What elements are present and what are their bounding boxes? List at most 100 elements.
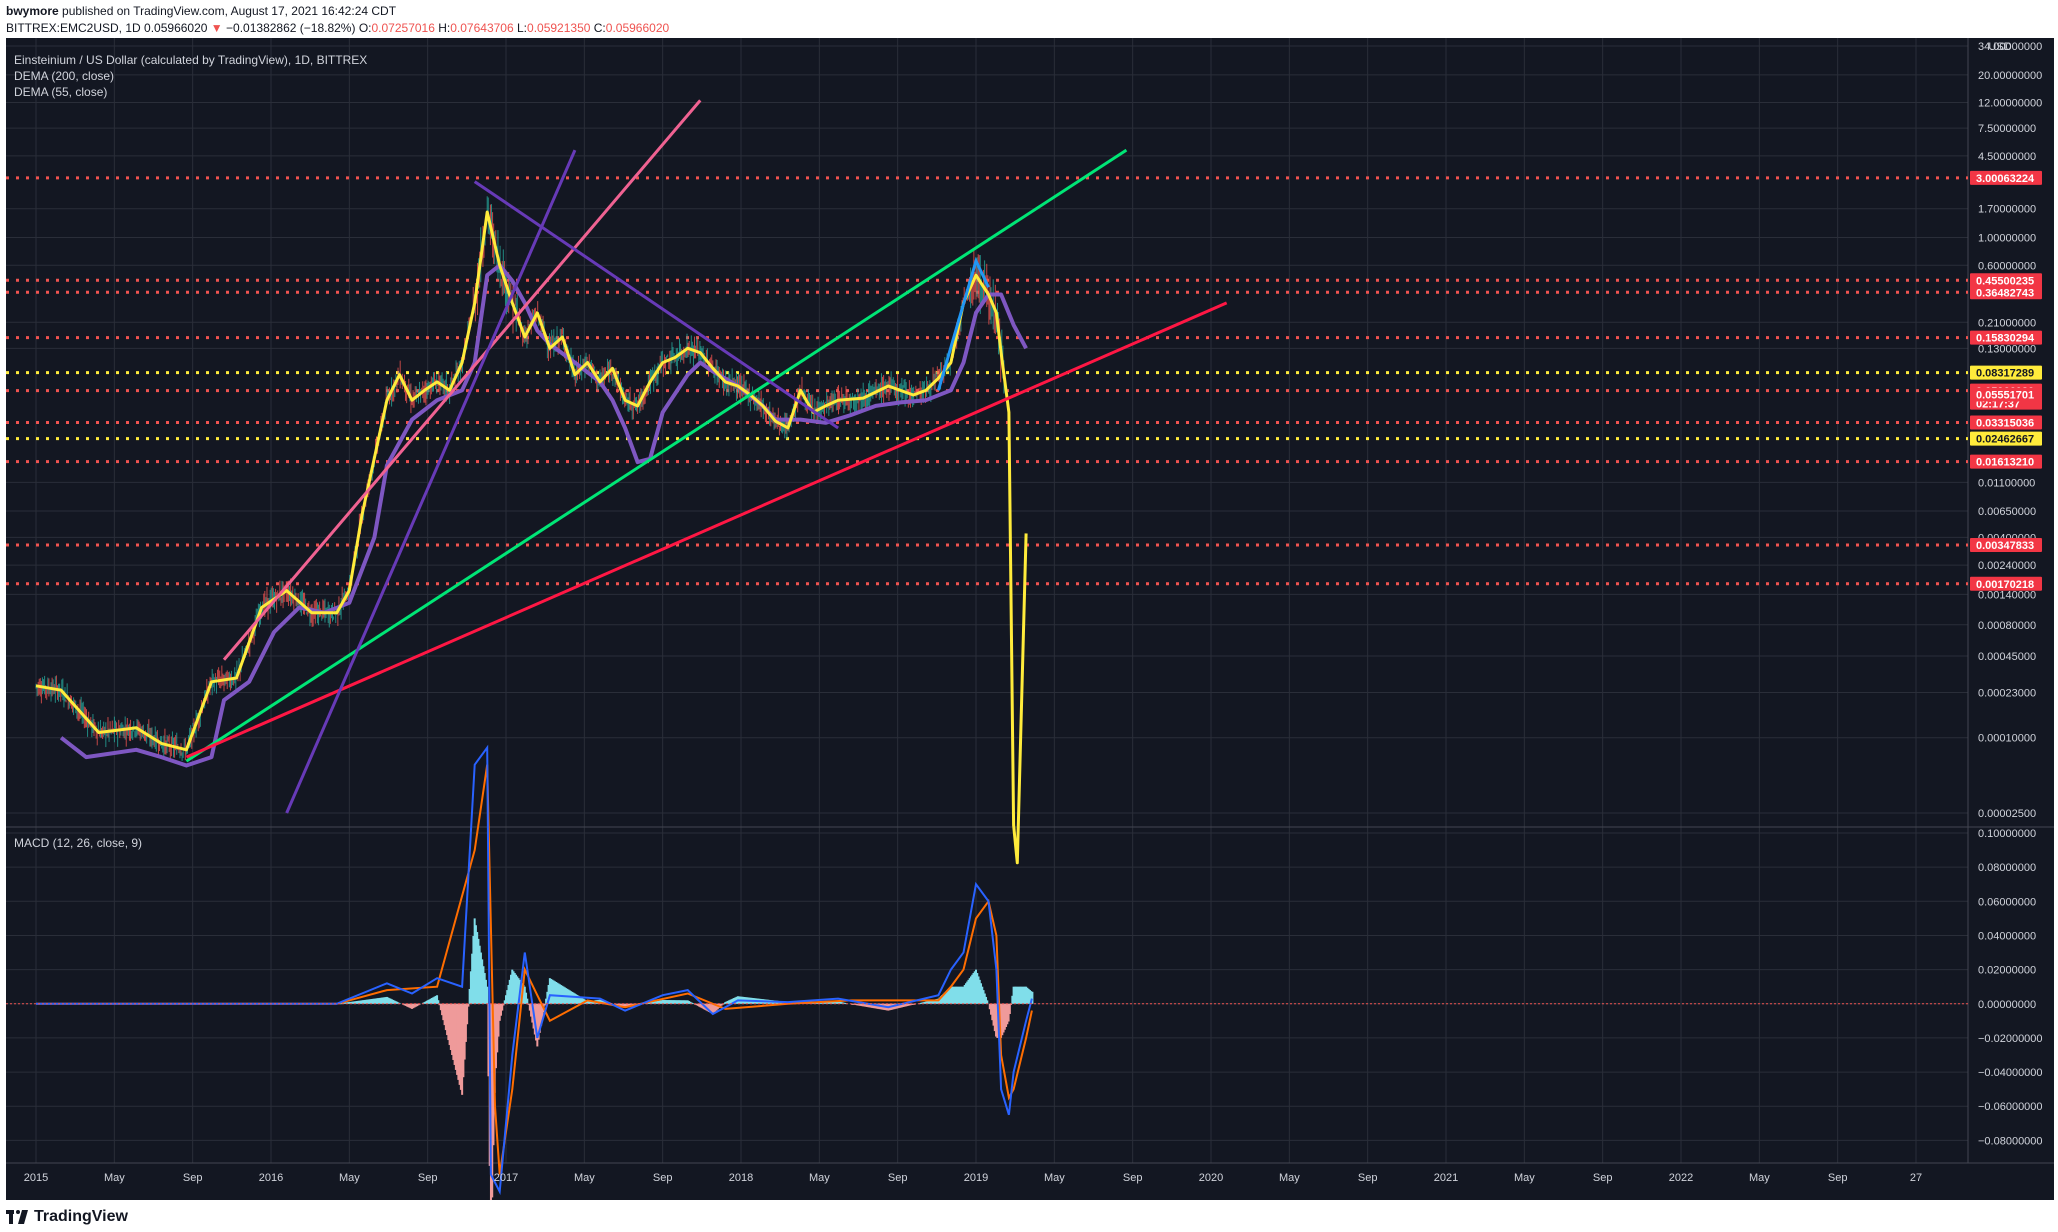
chart-canvas[interactable]: 34.00000000 20.00000000 12.00000000 7.50000… xyxy=(6,38,2054,1200)
macd-hist-bar xyxy=(372,998,375,1004)
macd-tick-label: 0.10000000 xyxy=(1978,828,2036,840)
macd-hist-bar xyxy=(1007,1003,1010,1022)
macd-line xyxy=(36,744,1033,1196)
legend-dema200[interactable]: DEMA (200, close) xyxy=(14,69,115,83)
macd-hist-bar xyxy=(730,999,733,1004)
macd-hist-bar xyxy=(654,1001,657,1004)
macd-hist-bar xyxy=(714,1003,717,1012)
macd-hist-bar xyxy=(652,1001,655,1004)
macd-hist-bar xyxy=(408,1003,411,1008)
macd-hist-bar xyxy=(413,1003,416,1008)
currency-label: USD xyxy=(1988,41,2011,53)
price-tag-label: 0.03315036 xyxy=(1976,418,2034,430)
macd-hist-bar xyxy=(438,1003,441,1006)
price-tick-label: 20.00000000 xyxy=(1978,70,2042,82)
macd-hist-bar xyxy=(446,1003,449,1036)
time-tick-label: May xyxy=(104,1172,125,1184)
tradingview-brand[interactable]: TradingView xyxy=(6,1204,128,1230)
macd-hist-bar xyxy=(517,978,520,1004)
macd-hist-bar xyxy=(348,1002,351,1004)
time-tick-label: Sep xyxy=(1358,1172,1378,1184)
macd-hist-bar xyxy=(874,1003,877,1009)
macd-hist-bar xyxy=(580,997,583,1004)
macd-hist-bar xyxy=(390,999,393,1004)
macd-hist-bar xyxy=(383,997,386,1004)
time-tick-label: May xyxy=(339,1172,360,1184)
macd-hist-bar xyxy=(719,1003,722,1007)
macd-hist-bar xyxy=(1031,991,1034,1004)
macd-hist-bar xyxy=(1010,1003,1013,1005)
macd-hist-bar xyxy=(700,1003,703,1008)
legend-dema55[interactable]: DEMA (55, close) xyxy=(14,85,108,99)
macd-hist-bar xyxy=(412,1003,415,1009)
price-tag xyxy=(1970,365,2042,380)
price-tick-label: 0.00045000 xyxy=(1978,651,2036,663)
legend-title: Einsteinium / US Dollar (calculated by T… xyxy=(14,53,368,67)
legend-macd[interactable]: MACD (12, 26, close, 9) xyxy=(14,836,143,850)
time-tick-label: Sep xyxy=(1828,1172,1848,1184)
macd-hist-bar xyxy=(365,999,368,1004)
time-tick-label: 2016 xyxy=(259,1172,283,1184)
price-tick-label: 0.00140000 xyxy=(1978,589,2036,601)
author[interactable]: bwymore xyxy=(6,4,59,18)
trendline-red xyxy=(185,301,1228,759)
macd-hist-bar xyxy=(672,1000,675,1004)
macd-hist-bar xyxy=(448,1003,451,1046)
macd-hist-bar xyxy=(370,998,373,1004)
macd-hist-bar xyxy=(344,1002,347,1004)
trendline-green xyxy=(185,148,1128,763)
macd-hist-bar xyxy=(909,1003,912,1006)
macd-hist-bar xyxy=(675,1000,678,1004)
macd-hist-bar xyxy=(1016,986,1019,1004)
macd-hist-bar xyxy=(403,1003,406,1006)
macd-hist-bar xyxy=(944,991,947,1004)
chart-svg[interactable]: 34.00000000 20.00000000 12.00000000 7.50000… xyxy=(6,38,2054,1200)
macd-hist-bar xyxy=(558,984,561,1004)
macd-hist-bar xyxy=(949,986,952,1004)
macd-hist-bar xyxy=(908,1003,911,1006)
macd-hist-bar xyxy=(538,1003,541,1033)
macd-hist-bar xyxy=(393,1000,396,1004)
time-tick-label: 2015 xyxy=(24,1172,48,1184)
macd-hist-bar xyxy=(501,1003,504,1011)
time-tick-label: Sep xyxy=(653,1172,673,1184)
macd-hist-bar xyxy=(868,1003,871,1008)
macd-hist-bar xyxy=(665,1000,668,1004)
trendline-purple xyxy=(285,149,577,814)
macd-hist-bar xyxy=(522,984,525,1004)
macd-hist-bar xyxy=(838,1001,841,1004)
macd-hist-bar xyxy=(491,1003,494,1198)
macd-hist-bar xyxy=(616,1003,619,1005)
macd-hist-bar xyxy=(512,971,515,1004)
time-tick-label: 2018 xyxy=(729,1172,753,1184)
macd-hist-bar xyxy=(924,1001,927,1004)
macd-tick-label: 0.08000000 xyxy=(1978,862,2036,874)
macd-hist-bar xyxy=(711,1003,714,1015)
macd-hist-bar xyxy=(720,1003,723,1006)
macd-hist-bar xyxy=(907,1003,910,1006)
macd-hist-bar xyxy=(912,1003,915,1005)
macd-hist-bar xyxy=(827,1001,830,1004)
macd-hist-bar xyxy=(713,1003,716,1013)
macd-hist-bar xyxy=(548,978,551,1004)
macd-hist-bar xyxy=(481,959,484,1004)
macd-hist-bar xyxy=(954,986,957,1004)
macd-hist-bar xyxy=(830,1001,833,1004)
signal-line xyxy=(36,764,1033,1175)
macd-hist-bar xyxy=(946,990,949,1004)
macd-hist-bar xyxy=(701,1003,704,1009)
ohlc-high: 0.07643706 xyxy=(450,21,514,35)
price-tag-label: 0.00347833 xyxy=(1976,540,2034,552)
time-tick-label: 2022 xyxy=(1669,1172,1693,1184)
macd-hist-bar xyxy=(428,999,431,1004)
macd-hist-bar xyxy=(436,995,439,1004)
price-tick-label: 1.00000000 xyxy=(1978,233,2036,245)
macd-hist-bar xyxy=(837,1001,840,1004)
dema55-line xyxy=(35,210,1028,865)
macd-hist-bar xyxy=(695,1003,698,1006)
change-arrow-icon: ▼ xyxy=(210,21,223,35)
macd-hist-bar xyxy=(347,1002,350,1004)
macd-hist-bar xyxy=(649,1002,652,1004)
macd-hist-bar xyxy=(395,1001,398,1004)
macd-hist-bar xyxy=(902,1003,905,1008)
